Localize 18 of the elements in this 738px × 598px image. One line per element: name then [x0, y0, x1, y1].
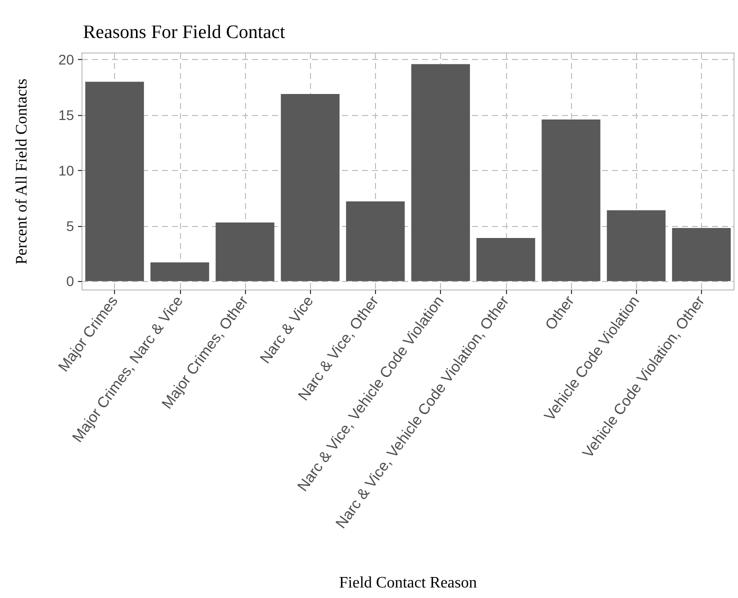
bar — [85, 82, 144, 282]
x-axis-title: Field Contact Reason — [339, 574, 477, 592]
bar — [150, 262, 210, 282]
y-tick-label: 15 — [58, 107, 74, 124]
y-axis-title: Percent of All Field Contacts — [14, 78, 30, 264]
bar — [411, 64, 470, 282]
bar — [346, 201, 405, 282]
y-tick-label: 20 — [58, 52, 74, 68]
bar — [280, 94, 340, 282]
bar — [476, 238, 536, 282]
chart-title: Reasons For Field Contact — [83, 22, 286, 43]
y-tick-label: 5 — [66, 218, 74, 234]
y-tick-label: 0 — [66, 273, 74, 290]
bar — [216, 222, 274, 282]
bar — [542, 119, 600, 282]
bar — [606, 210, 666, 282]
bar — [672, 228, 731, 282]
y-tick-label: 10 — [58, 162, 74, 178]
